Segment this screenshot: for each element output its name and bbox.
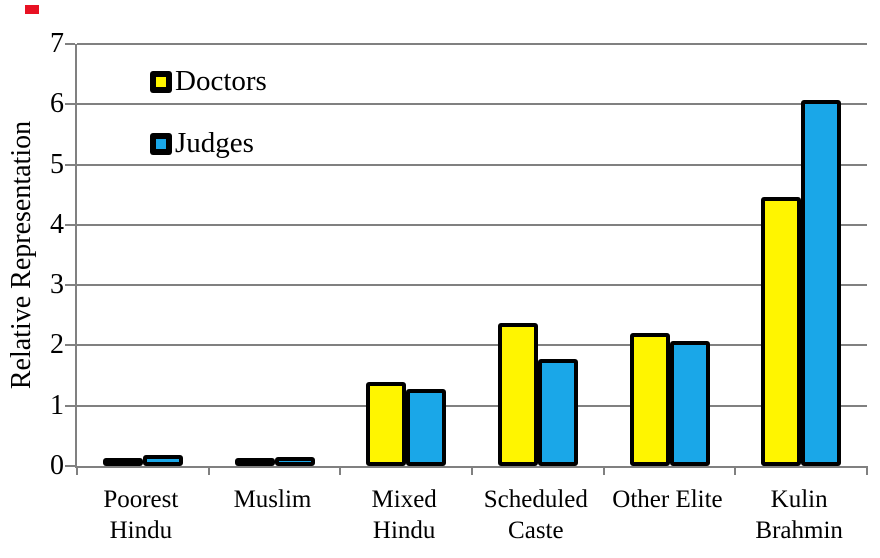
x-category-label-line: Brahmin	[755, 517, 843, 544]
doctors-swatch-inner	[156, 76, 166, 87]
x-category-label-muslim: Muslim	[207, 484, 339, 515]
y-tick-label: 6	[50, 88, 64, 120]
legend: Doctors Judges	[150, 67, 267, 158]
x-category-label-other-elite: Other Elite	[602, 484, 734, 515]
x-axis-tick	[207, 466, 210, 475]
bar-doctors-muslim	[234, 458, 275, 466]
x-category-label-line: Other Elite	[612, 486, 723, 513]
x-category-label-kulin-brahmin: Kulin Brahmin	[733, 484, 865, 546]
bar-doctors-kulin-brahmin	[761, 197, 802, 466]
bar-judges-muslim	[274, 457, 315, 466]
y-axis-tick	[65, 223, 75, 226]
y-axis-tick	[65, 163, 75, 166]
x-category-label-line: Hindu	[109, 517, 173, 544]
gridline	[77, 344, 867, 347]
legend-item-judges: Judges	[150, 129, 267, 158]
gridline	[77, 284, 867, 287]
x-category-label-line: Scheduled	[483, 486, 588, 513]
x-category-label-scheduled-caste: Scheduled Caste	[470, 484, 602, 546]
x-axis-tick	[76, 466, 78, 475]
x-axis-tick	[866, 466, 868, 475]
x-category-label-line: Caste	[508, 517, 564, 544]
gridline	[77, 103, 867, 106]
x-axis-tick	[602, 466, 605, 475]
y-tick-label: 7	[50, 28, 64, 59]
bar-judges-mixed-hindu	[406, 389, 447, 466]
x-axis-tick	[471, 466, 473, 475]
x-category-label-line: Mixed	[371, 486, 437, 513]
bar-doctors-scheduled-caste	[497, 323, 538, 466]
judges-swatch-inner	[156, 138, 166, 149]
x-category-label-poorest-hindu: Poorest Hindu	[75, 484, 207, 546]
y-tick-label: 4	[50, 208, 64, 240]
bar-doctors-poorest-hindu	[102, 458, 143, 466]
x-category-label-line: Poorest	[103, 486, 179, 513]
y-tick-label: 1	[50, 389, 64, 421]
x-category-label-line: Kulin	[770, 486, 828, 513]
legend-label-doctors: Doctors	[175, 65, 267, 97]
doctors-swatch-icon	[150, 70, 172, 93]
y-tick-label: 5	[50, 148, 64, 180]
legend-label-judges: Judges	[175, 127, 254, 159]
y-tick-label: 3	[50, 269, 64, 301]
legend-item-doctors: Doctors	[150, 67, 267, 96]
x-category-label-mixed-hindu: Mixed Hindu	[338, 484, 470, 546]
gridline	[77, 223, 867, 226]
bar-judges-other-elite	[669, 341, 710, 466]
y-axis-tick	[65, 404, 75, 407]
y-axis-tick	[65, 103, 75, 106]
plot-area	[75, 43, 868, 475]
x-category-label-line: Muslim	[233, 486, 312, 513]
bar-judges-poorest-hindu	[142, 455, 183, 466]
y-axis-tick	[65, 43, 75, 45]
gridline	[77, 163, 867, 166]
judges-swatch-icon	[150, 132, 172, 155]
gridline	[77, 43, 867, 45]
bar-judges-kulin-brahmin	[801, 100, 842, 466]
y-tick-label: 0	[50, 450, 64, 481]
y-axis-tick	[65, 344, 75, 347]
bar-judges-scheduled-caste	[537, 359, 578, 466]
gridline	[77, 404, 867, 407]
bar-doctors-other-elite	[629, 333, 670, 466]
bar-doctors-mixed-hindu	[366, 382, 407, 466]
x-axis-tick	[734, 466, 737, 475]
x-category-label-line: Hindu	[372, 517, 436, 544]
y-tick-label: 2	[50, 329, 64, 361]
y-axis-tick	[65, 284, 75, 287]
y-axis-tick	[65, 465, 75, 467]
red-marker	[25, 5, 39, 14]
x-axis-tick	[339, 466, 342, 475]
